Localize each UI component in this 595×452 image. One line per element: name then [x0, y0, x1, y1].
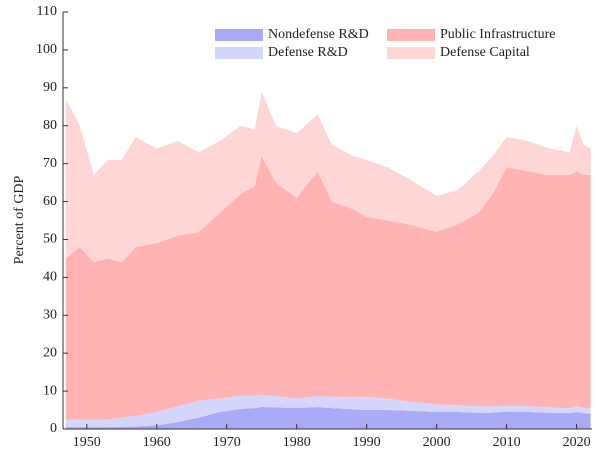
legend-swatch — [215, 47, 263, 59]
legend-swatch — [387, 29, 435, 41]
legend-label: Defense Capital — [440, 45, 530, 60]
y-tick-label: 20 — [43, 345, 57, 360]
y-tick-label: 0 — [50, 421, 57, 436]
y-tick-label: 50 — [43, 232, 57, 247]
y-tick-label: 100 — [36, 42, 57, 57]
y-tick-label: 110 — [37, 4, 57, 19]
y-tick-label: 40 — [43, 270, 57, 285]
area — [65, 394, 591, 428]
y-tick-label: 70 — [43, 156, 57, 171]
y-tick-label: 90 — [43, 80, 57, 95]
y-tick-label: 80 — [43, 118, 57, 133]
legend-label: Nondefense R&D — [268, 27, 369, 42]
x-tick-label: 1980 — [283, 435, 311, 450]
y-axis-label: Percent of GDP — [12, 175, 27, 264]
x-tick-label: 1960 — [143, 435, 171, 450]
legend-label: Public Infrastructure — [440, 27, 555, 42]
x-tick-label: 1990 — [353, 435, 381, 450]
legend-label: Defense R&D — [268, 45, 348, 60]
area — [65, 156, 591, 420]
x-tick-label: 2010 — [493, 435, 521, 450]
x-tick-label: 1950 — [73, 435, 101, 450]
y-tick-label: 60 — [43, 194, 57, 209]
area — [65, 91, 591, 263]
x-tick-label: 2020 — [563, 435, 591, 450]
legend-swatch — [387, 47, 435, 59]
y-tick-label: 30 — [43, 307, 57, 322]
x-tick-label: 1970 — [213, 435, 241, 450]
legend-swatch — [215, 29, 263, 41]
x-tick-label: 2000 — [423, 435, 451, 450]
area — [65, 407, 591, 429]
y-tick-label: 10 — [43, 383, 57, 398]
